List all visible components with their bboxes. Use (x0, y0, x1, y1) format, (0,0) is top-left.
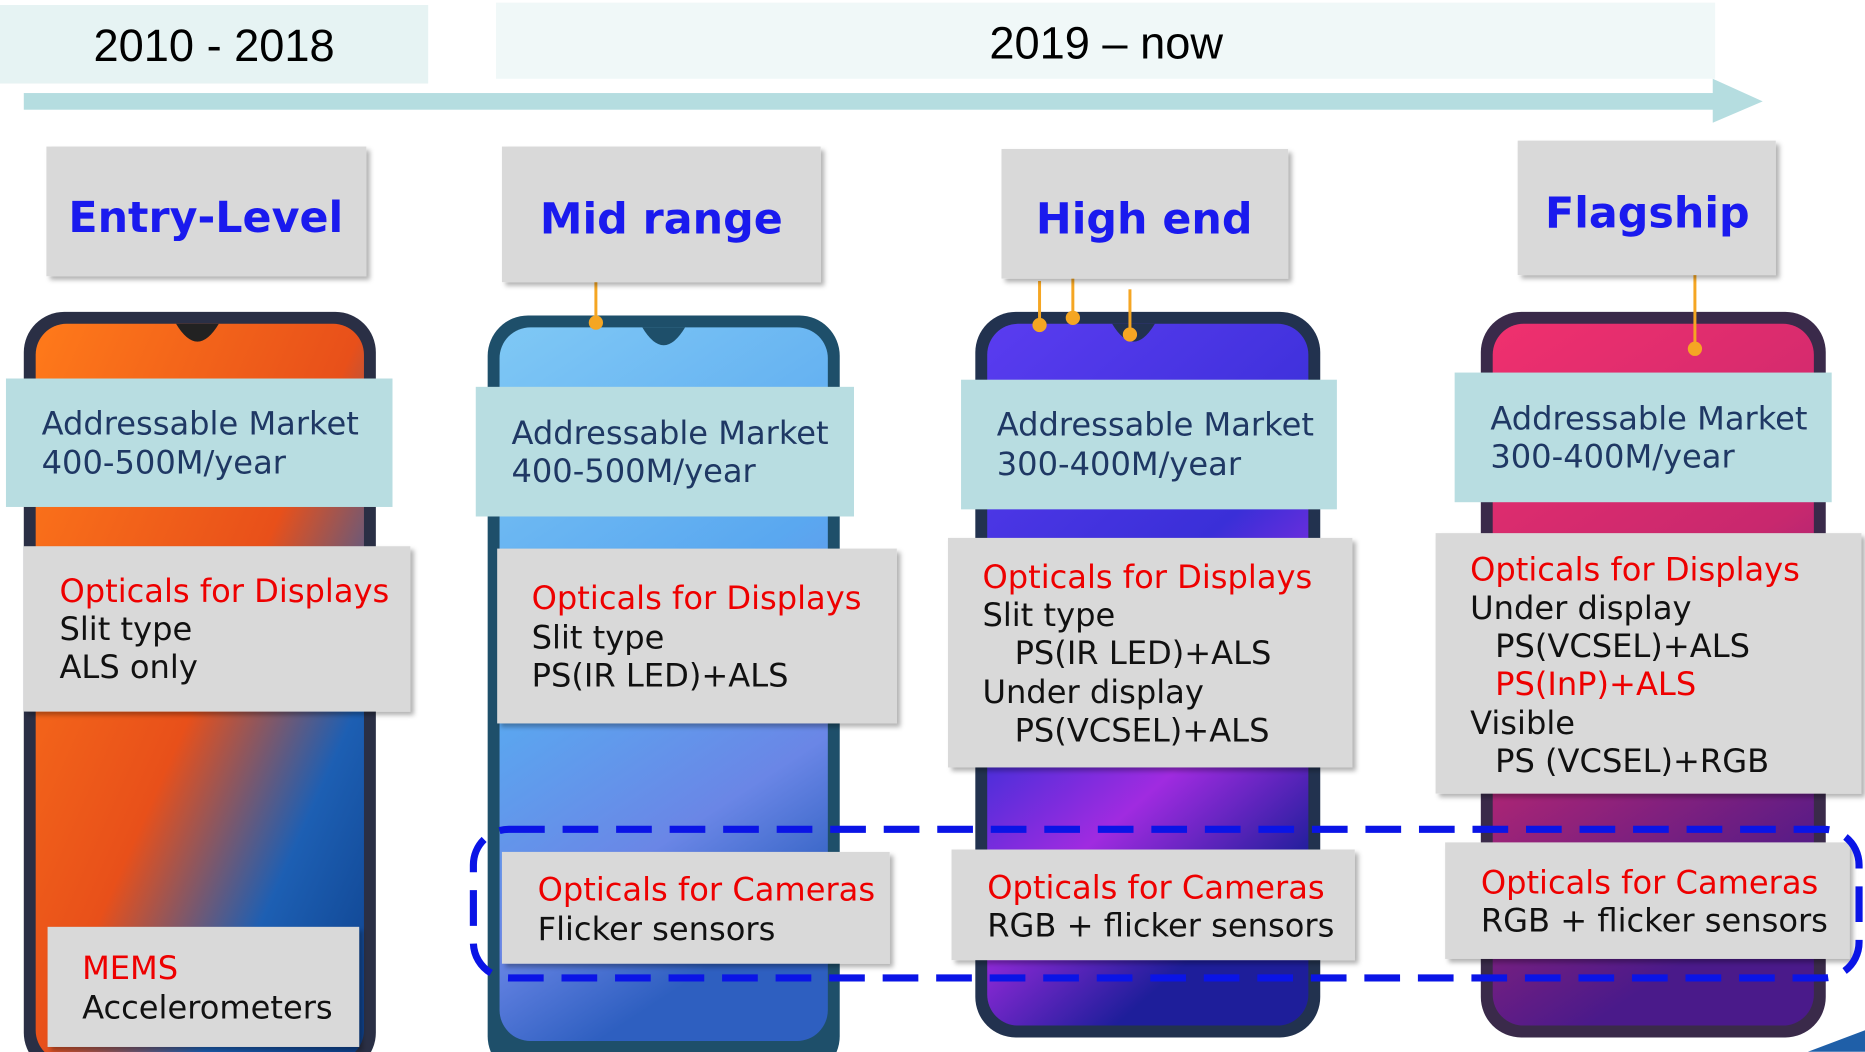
optics-box (947, 537, 1353, 768)
mems-box (47, 926, 360, 1047)
market-text: 300-400M/year (1490, 438, 1735, 476)
optics-box (23, 546, 411, 712)
tier-box (46, 146, 367, 277)
tier-box (501, 146, 821, 283)
optics-heading: Opticals for Displays (532, 579, 862, 617)
optics-line: PS(VCSEL)+ALS (1495, 627, 1750, 665)
camera-group-outline (469, 825, 1863, 982)
cameras-box (501, 851, 890, 964)
optics-box (1435, 533, 1862, 794)
corner-accent (1807, 1030, 1865, 1052)
optics-line: Slit type (982, 596, 1115, 634)
cameras-line: Flicker sensors (538, 910, 776, 948)
tier-box (1001, 148, 1289, 279)
cameras-heading: Opticals for Cameras (987, 868, 1324, 906)
market-box (475, 386, 854, 517)
optics-line: PS(InP)+ALS (1495, 665, 1696, 703)
cameras-line: RGB + flicker sensors (987, 906, 1334, 944)
market-text: Addressable Market (42, 404, 359, 442)
period-box (0, 5, 429, 84)
tier-title: Mid range (540, 194, 783, 244)
optics-line: Visible (1470, 704, 1575, 742)
mems-heading: MEMS (82, 949, 178, 987)
market-text: 300-400M/year (997, 445, 1242, 483)
market-text: 400-500M/year (511, 452, 756, 490)
optics-line: ALS only (59, 648, 197, 686)
market-text: Addressable Market (1490, 400, 1807, 438)
optics-line: Slit type (532, 619, 665, 657)
market-text: Addressable Market (511, 414, 828, 452)
market-text: Addressable Market (997, 406, 1314, 444)
optics-line: PS(VCSEL)+ALS (1015, 711, 1270, 749)
optics-line: PS (VCSEL)+RGB (1495, 742, 1769, 780)
optics-box (497, 548, 897, 724)
period-label: 2019 – now (989, 18, 1223, 69)
market-box (961, 379, 1337, 510)
cameras-line: RGB + flicker sensors (1481, 902, 1828, 940)
optics-heading: Opticals for Displays (982, 558, 1312, 596)
mems-line: Accelerometers (82, 988, 333, 1026)
cameras-heading: Opticals for Cameras (1481, 864, 1818, 902)
optics-line: Under display (982, 673, 1203, 711)
tier-title: High end (1036, 194, 1253, 244)
cameras-box (1445, 842, 1850, 959)
optics-line: PS(IR LED)+ALS (1015, 634, 1272, 672)
period-box (495, 2, 1716, 79)
cameras-heading: Opticals for Cameras (538, 871, 875, 909)
optics-line: Slit type (59, 610, 192, 648)
period-label: 2010 - 2018 (93, 20, 334, 71)
optics-line: Under display (1470, 589, 1691, 627)
cameras-box (951, 849, 1355, 961)
market-text: 400-500M/year (42, 444, 287, 482)
tier-box (1517, 140, 1776, 276)
timeline-arrow (23, 93, 1716, 110)
optics-heading: Opticals for Displays (59, 572, 389, 610)
tier-title: Flagship (1545, 188, 1750, 238)
market-box (1454, 372, 1832, 503)
arrow-head (1712, 78, 1763, 123)
optics-line: PS(IR LED)+ALS (532, 657, 789, 695)
market-box (5, 378, 393, 507)
sensor-pointers (588, 273, 1703, 356)
tier-title: Entry-Level (68, 193, 343, 243)
optics-heading: Opticals for Displays (1470, 551, 1800, 589)
